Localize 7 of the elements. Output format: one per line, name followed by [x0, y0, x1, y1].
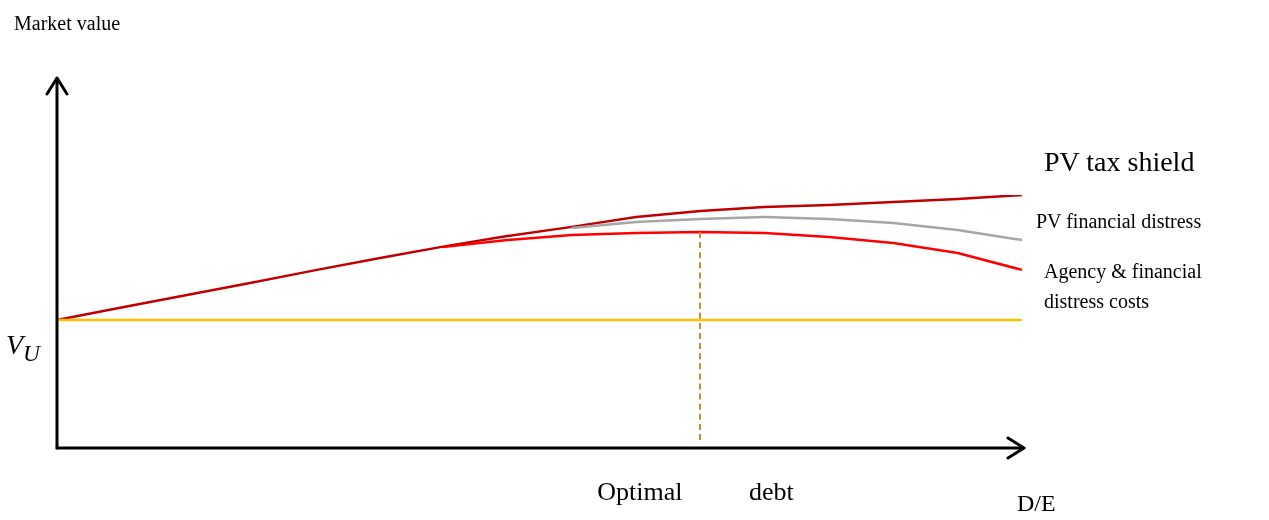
x-axis-title: D/E [1017, 490, 1056, 517]
text: Market value [14, 12, 121, 34]
series-label: PV financial distress [1036, 210, 1202, 233]
series-label: PV tax shield [1044, 146, 1195, 178]
series-label: Agency & financial distress costs [1044, 258, 1203, 314]
series-label: V$_{U}$ [6, 328, 40, 367]
text: Optimal debt [597, 477, 794, 507]
